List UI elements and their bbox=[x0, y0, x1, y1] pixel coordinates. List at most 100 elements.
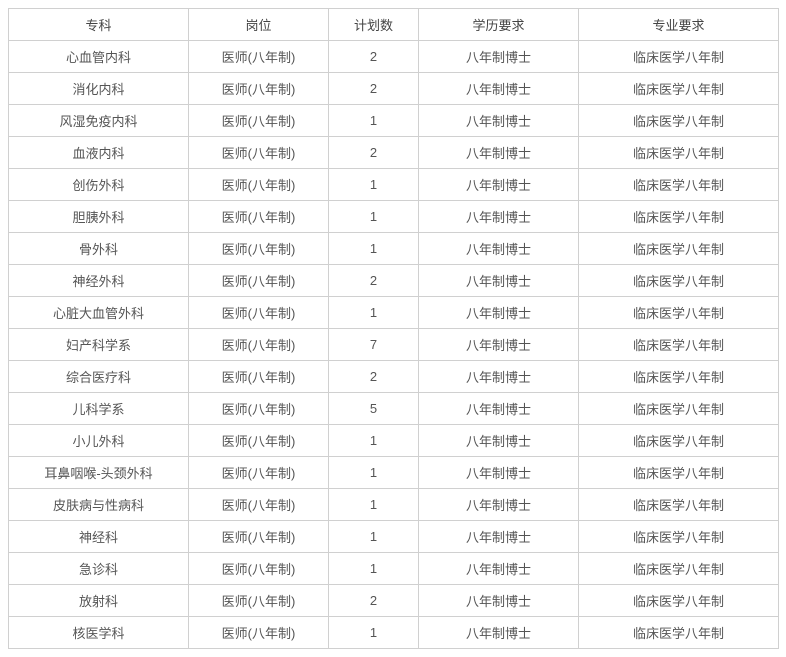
table-cell: 八年制博士 bbox=[419, 489, 579, 521]
header-count: 计划数 bbox=[329, 9, 419, 41]
table-body: 心血管内科医师(八年制)2八年制博士临床医学八年制消化内科医师(八年制)2八年制… bbox=[9, 41, 779, 649]
table-row: 心脏大血管外科医师(八年制)1八年制博士临床医学八年制 bbox=[9, 297, 779, 329]
table-cell: 八年制博士 bbox=[419, 361, 579, 393]
table-cell: 1 bbox=[329, 457, 419, 489]
table-cell: 八年制博士 bbox=[419, 585, 579, 617]
table-cell: 7 bbox=[329, 329, 419, 361]
table-cell: 临床医学八年制 bbox=[579, 73, 779, 105]
table-cell: 医师(八年制) bbox=[189, 489, 329, 521]
table-row: 放射科医师(八年制)2八年制博士临床医学八年制 bbox=[9, 585, 779, 617]
table-cell: 临床医学八年制 bbox=[579, 41, 779, 73]
table-cell: 八年制博士 bbox=[419, 73, 579, 105]
table-cell: 临床医学八年制 bbox=[579, 169, 779, 201]
table-cell: 临床医学八年制 bbox=[579, 489, 779, 521]
table-row: 儿科学系医师(八年制)5八年制博士临床医学八年制 bbox=[9, 393, 779, 425]
header-education: 学历要求 bbox=[419, 9, 579, 41]
table-cell: 医师(八年制) bbox=[189, 297, 329, 329]
table-cell: 放射科 bbox=[9, 585, 189, 617]
table-cell: 临床医学八年制 bbox=[579, 361, 779, 393]
table-cell: 医师(八年制) bbox=[189, 553, 329, 585]
table-cell: 八年制博士 bbox=[419, 265, 579, 297]
table-cell: 皮肤病与性病科 bbox=[9, 489, 189, 521]
table-cell: 1 bbox=[329, 105, 419, 137]
table-cell: 医师(八年制) bbox=[189, 393, 329, 425]
table-cell: 1 bbox=[329, 553, 419, 585]
table-cell: 八年制博士 bbox=[419, 425, 579, 457]
table-cell: 八年制博士 bbox=[419, 457, 579, 489]
table-cell: 1 bbox=[329, 169, 419, 201]
table-cell: 八年制博士 bbox=[419, 553, 579, 585]
table-row: 核医学科医师(八年制)1八年制博士临床医学八年制 bbox=[9, 617, 779, 649]
table-cell: 八年制博士 bbox=[419, 41, 579, 73]
table-cell: 医师(八年制) bbox=[189, 233, 329, 265]
table-row: 骨外科医师(八年制)1八年制博士临床医学八年制 bbox=[9, 233, 779, 265]
table-cell: 1 bbox=[329, 201, 419, 233]
table-cell: 医师(八年制) bbox=[189, 41, 329, 73]
table-cell: 1 bbox=[329, 617, 419, 649]
table-cell: 医师(八年制) bbox=[189, 361, 329, 393]
table-row: 综合医疗科医师(八年制)2八年制博士临床医学八年制 bbox=[9, 361, 779, 393]
table-cell: 临床医学八年制 bbox=[579, 329, 779, 361]
table-cell: 医师(八年制) bbox=[189, 169, 329, 201]
table-cell: 2 bbox=[329, 41, 419, 73]
table-cell: 八年制博士 bbox=[419, 201, 579, 233]
table-cell: 八年制博士 bbox=[419, 137, 579, 169]
table-cell: 1 bbox=[329, 233, 419, 265]
table-cell: 八年制博士 bbox=[419, 617, 579, 649]
table-cell: 八年制博士 bbox=[419, 297, 579, 329]
table-cell: 妇产科学系 bbox=[9, 329, 189, 361]
table-cell: 医师(八年制) bbox=[189, 201, 329, 233]
table-cell: 2 bbox=[329, 73, 419, 105]
table-row: 血液内科医师(八年制)2八年制博士临床医学八年制 bbox=[9, 137, 779, 169]
table-cell: 风湿免疫内科 bbox=[9, 105, 189, 137]
recruitment-table: 专科 岗位 计划数 学历要求 专业要求 心血管内科医师(八年制)2八年制博士临床… bbox=[8, 8, 779, 649]
table-cell: 1 bbox=[329, 489, 419, 521]
table-cell: 神经外科 bbox=[9, 265, 189, 297]
table-cell: 骨外科 bbox=[9, 233, 189, 265]
table-cell: 耳鼻咽喉-头颈外科 bbox=[9, 457, 189, 489]
table-row: 妇产科学系医师(八年制)7八年制博士临床医学八年制 bbox=[9, 329, 779, 361]
table-cell: 临床医学八年制 bbox=[579, 585, 779, 617]
table-cell: 1 bbox=[329, 297, 419, 329]
table-cell: 临床医学八年制 bbox=[579, 457, 779, 489]
table-cell: 综合医疗科 bbox=[9, 361, 189, 393]
table-cell: 医师(八年制) bbox=[189, 265, 329, 297]
header-position: 岗位 bbox=[189, 9, 329, 41]
table-row: 心血管内科医师(八年制)2八年制博士临床医学八年制 bbox=[9, 41, 779, 73]
table-cell: 临床医学八年制 bbox=[579, 521, 779, 553]
table-cell: 临床医学八年制 bbox=[579, 393, 779, 425]
table-cell: 2 bbox=[329, 585, 419, 617]
table-cell: 急诊科 bbox=[9, 553, 189, 585]
table-cell: 血液内科 bbox=[9, 137, 189, 169]
table-row: 小儿外科医师(八年制)1八年制博士临床医学八年制 bbox=[9, 425, 779, 457]
table-cell: 八年制博士 bbox=[419, 329, 579, 361]
header-row: 专科 岗位 计划数 学历要求 专业要求 bbox=[9, 9, 779, 41]
table-row: 神经科医师(八年制)1八年制博士临床医学八年制 bbox=[9, 521, 779, 553]
table-cell: 临床医学八年制 bbox=[579, 297, 779, 329]
table-row: 风湿免疫内科医师(八年制)1八年制博士临床医学八年制 bbox=[9, 105, 779, 137]
table-cell: 医师(八年制) bbox=[189, 521, 329, 553]
table-cell: 1 bbox=[329, 521, 419, 553]
table-cell: 医师(八年制) bbox=[189, 329, 329, 361]
table-cell: 1 bbox=[329, 425, 419, 457]
table-cell: 八年制博士 bbox=[419, 233, 579, 265]
table-cell: 创伤外科 bbox=[9, 169, 189, 201]
table-row: 神经外科医师(八年制)2八年制博士临床医学八年制 bbox=[9, 265, 779, 297]
table-cell: 八年制博士 bbox=[419, 393, 579, 425]
table-cell: 神经科 bbox=[9, 521, 189, 553]
table-cell: 八年制博士 bbox=[419, 169, 579, 201]
table-row: 皮肤病与性病科医师(八年制)1八年制博士临床医学八年制 bbox=[9, 489, 779, 521]
table-row: 创伤外科医师(八年制)1八年制博士临床医学八年制 bbox=[9, 169, 779, 201]
table-cell: 医师(八年制) bbox=[189, 617, 329, 649]
table-cell: 2 bbox=[329, 137, 419, 169]
table-cell: 心血管内科 bbox=[9, 41, 189, 73]
table-cell: 八年制博士 bbox=[419, 105, 579, 137]
table-cell: 心脏大血管外科 bbox=[9, 297, 189, 329]
table-row: 消化内科医师(八年制)2八年制博士临床医学八年制 bbox=[9, 73, 779, 105]
table-cell: 胆胰外科 bbox=[9, 201, 189, 233]
table-cell: 2 bbox=[329, 265, 419, 297]
table-cell: 医师(八年制) bbox=[189, 73, 329, 105]
table-cell: 临床医学八年制 bbox=[579, 425, 779, 457]
header-major: 专业要求 bbox=[579, 9, 779, 41]
table-cell: 八年制博士 bbox=[419, 521, 579, 553]
